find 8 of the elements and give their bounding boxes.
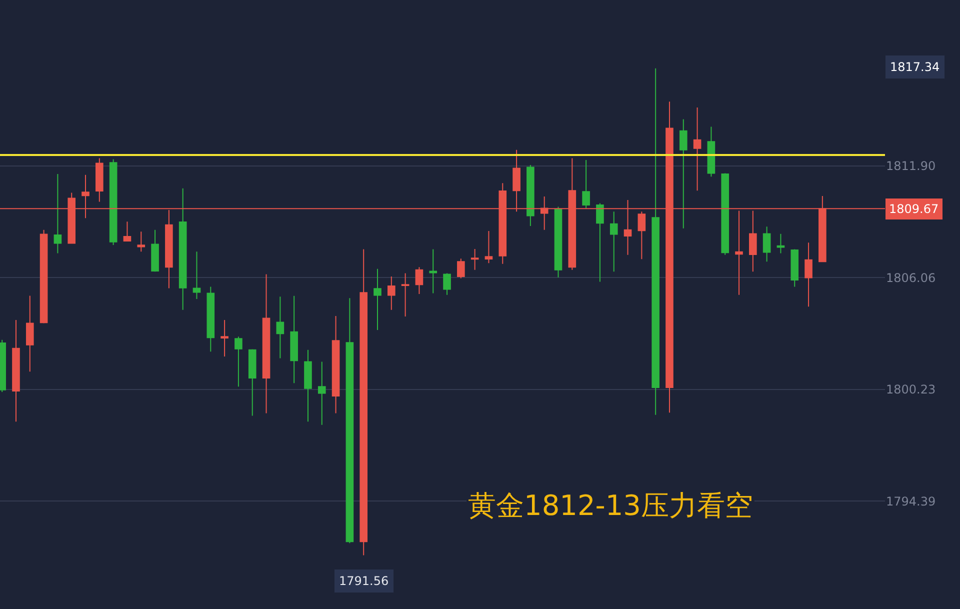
y-tick-label: 1811.90 (886, 159, 936, 174)
ref-line-label: 1809.67 (889, 202, 939, 216)
y-tick-label: 1806.06 (886, 270, 936, 285)
y-tick-label: 1800.23 (886, 382, 936, 396)
text: 1817.34 (890, 60, 940, 74)
y-tick-label: 1794.39 (886, 494, 936, 508)
annotation: 1791.56 (339, 574, 389, 588)
annotation: 黄金1812-13压力看空 (468, 489, 753, 522)
